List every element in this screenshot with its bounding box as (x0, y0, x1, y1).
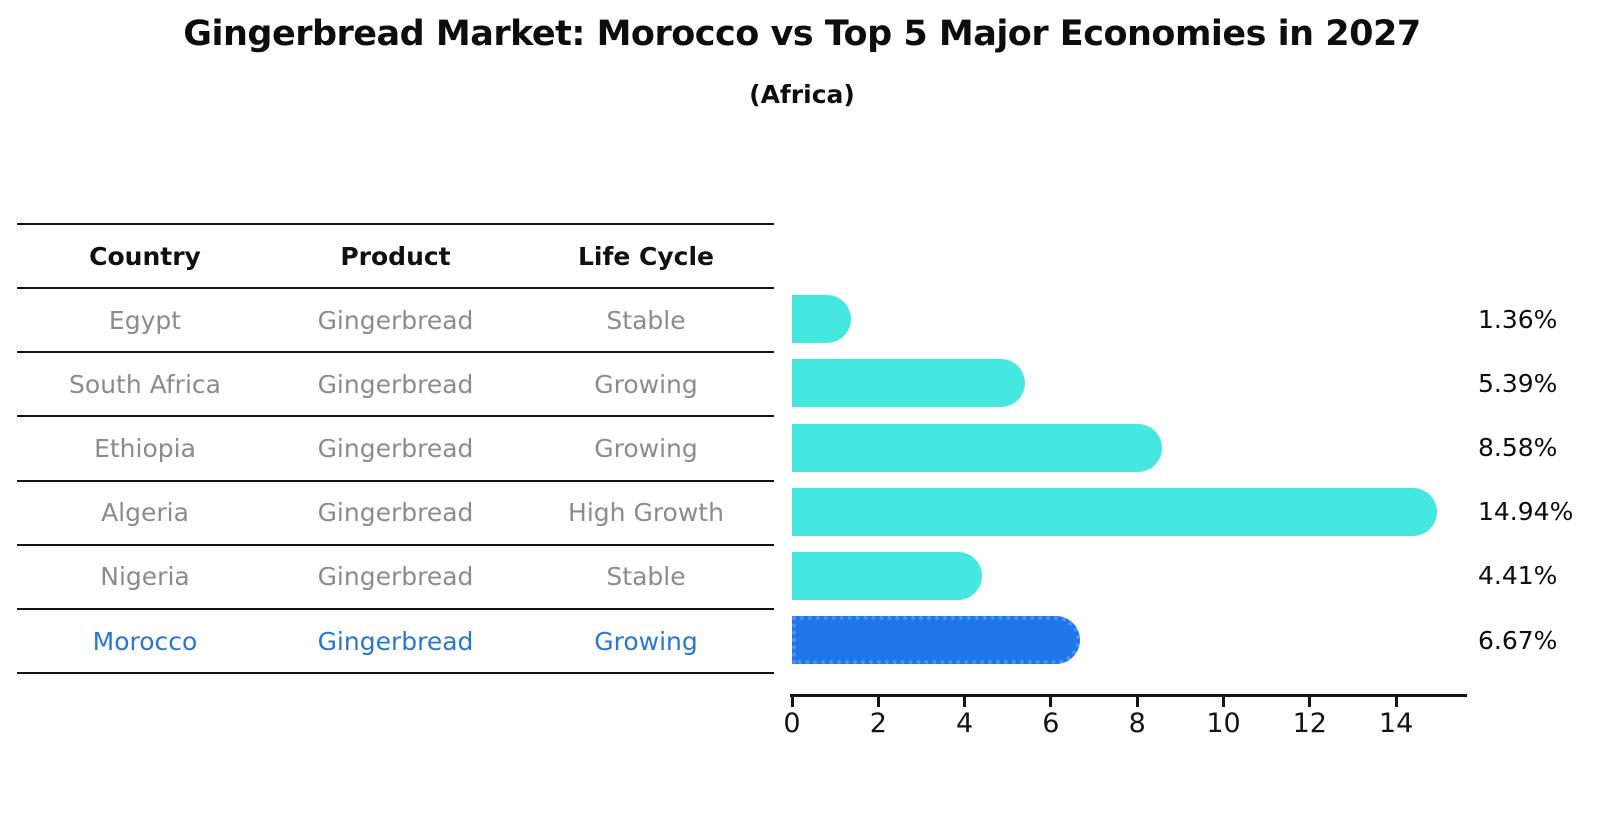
x-axis-tick-label: 10 (1206, 708, 1241, 739)
bar-value-label: 1.36% (1478, 304, 1558, 334)
cell-country: Ethiopia (94, 433, 196, 463)
x-axis-tick (1222, 697, 1225, 707)
x-axis-tick (1135, 697, 1139, 707)
chart-subtitle: (Africa) (749, 80, 855, 109)
bar-value-label: 4.41% (1478, 561, 1558, 591)
cell-product: Gingerbread (317, 626, 474, 656)
table-header-row: Country Product Life Cycle (17, 223, 774, 287)
cell-country: Algeria (101, 498, 189, 528)
x-axis-tick-label: 4 (956, 708, 974, 739)
table-row: Algeria Gingerbread High Growth (17, 479, 774, 544)
cell-country: Egypt (108, 305, 182, 335)
country-table: Country Product Life Cycle Egypt Gingerbr… (17, 223, 774, 675)
cell-life-cycle: Growing (594, 433, 698, 463)
cell-life-cycle: Growing (594, 626, 698, 656)
x-axis-tick-label: 12 (1292, 708, 1327, 739)
bar (792, 487, 1437, 536)
table-row: Nigeria Gingerbread Stable (17, 543, 774, 608)
table-row: Morocco Gingerbread Growing (17, 607, 774, 675)
cell-life-cycle: Stable (606, 562, 686, 592)
cell-life-cycle: Stable (606, 305, 686, 335)
cell-product: Gingerbread (317, 498, 474, 528)
cell-country: Morocco (92, 626, 198, 656)
bar-value-label: 6.67% (1478, 625, 1558, 655)
cell-product: Gingerbread (317, 433, 474, 463)
cell-life-cycle: High Growth (568, 498, 724, 528)
x-axis-line (790, 694, 1467, 697)
cell-product: Gingerbread (317, 305, 474, 335)
cell-product: Gingerbread (317, 562, 474, 592)
highlight-bar (792, 616, 1080, 665)
x-axis-tick-label: 8 (1128, 708, 1146, 739)
x-axis-tick (1049, 697, 1053, 707)
bar-value-label: 5.39% (1478, 368, 1558, 398)
header-life-cycle: Life Cycle (577, 241, 715, 271)
x-axis-tick-label: 2 (869, 708, 887, 739)
header-product: Product (340, 241, 451, 271)
x-axis-tick (1394, 697, 1398, 707)
x-axis-tick-label: 6 (1042, 708, 1060, 739)
bar (792, 423, 1163, 472)
chart-title: Gingerbread Market: Morocco vs Top 5 Maj… (183, 14, 1421, 54)
cell-country: Nigeria (100, 562, 190, 592)
header-country: Country (89, 241, 201, 271)
bar-value-label: 8.58% (1478, 433, 1558, 462)
bar (792, 359, 1025, 408)
table-row: South Africa Gingerbread Growing (17, 351, 774, 415)
bar-value-label: 14.94% (1478, 497, 1574, 527)
bar (792, 551, 983, 600)
cell-product: Gingerbread (317, 369, 474, 399)
cell-country: South Africa (69, 369, 221, 399)
x-axis-tick-label: 0 (783, 708, 801, 739)
table-row: Ethiopia Gingerbread Growing (17, 415, 774, 479)
table-body: Egypt Gingerbread Stable South Africa Ginger… (17, 287, 774, 675)
table-row: Egypt Gingerbread Stable (17, 287, 774, 351)
x-axis-tick (963, 697, 967, 707)
cell-life-cycle: Growing (594, 369, 698, 399)
x-axis-tick (876, 697, 880, 707)
x-axis-tick-label: 14 (1378, 708, 1414, 739)
x-axis-tick (1308, 697, 1312, 707)
x-axis-tick (790, 697, 794, 707)
bar (792, 295, 851, 344)
